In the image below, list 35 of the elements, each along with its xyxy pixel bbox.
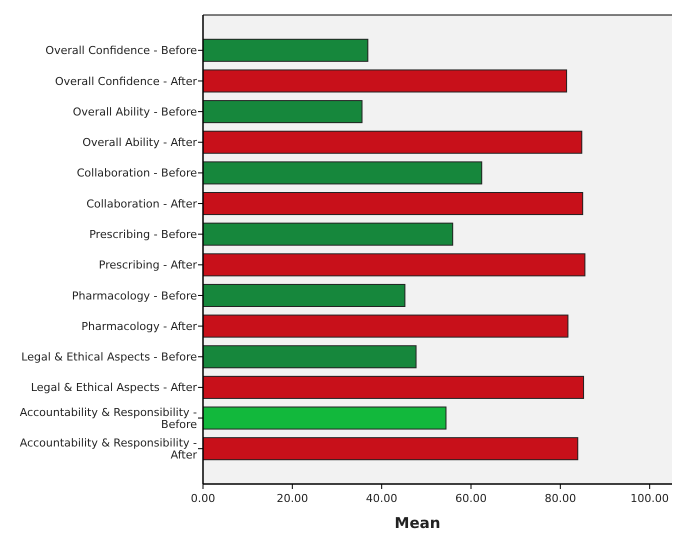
bar <box>202 222 454 246</box>
bar <box>202 437 578 460</box>
bar <box>202 345 417 368</box>
bar <box>202 314 568 338</box>
y-tick-label: Pharmacology - After <box>81 320 198 333</box>
y-tick-label: Pharmacology - Before <box>72 289 198 302</box>
x-tick-label: 80.00 <box>544 492 576 505</box>
y-tick-label: Accountability & Responsibility - Before <box>20 406 198 431</box>
y-tick-label: Collaboration - After <box>86 197 198 210</box>
bar <box>202 284 406 307</box>
y-tick-label: Overall Ability - After <box>82 136 198 150</box>
x-tick-label: 20.00 <box>276 492 308 505</box>
bar <box>202 192 584 216</box>
x-tick-label: 100.00 <box>630 492 669 505</box>
x-tick-label: 0.00 <box>190 492 216 505</box>
bar <box>202 253 586 276</box>
bar <box>202 376 584 399</box>
bar <box>202 161 482 184</box>
y-tick-label: Legal & Ethical Aspects - After <box>30 381 198 394</box>
y-tick-label: Accountability & Responsibility - After <box>20 436 198 462</box>
y-tick-label: Overall Confidence - Before <box>45 44 198 58</box>
x-tick-label: 60.00 <box>455 492 487 505</box>
bar <box>202 406 446 430</box>
bar <box>202 100 363 124</box>
x-axis-title: Mean <box>394 514 440 532</box>
bar <box>202 130 582 154</box>
x-tick-label: 40.00 <box>366 492 398 505</box>
y-tick-label: Prescribing - After <box>98 258 198 272</box>
y-tick-label: Prescribing - Before <box>89 228 198 242</box>
y-tick-label: Overall Confidence - After <box>54 74 198 88</box>
bar <box>202 69 568 92</box>
y-tick-label: Collaboration - Before <box>76 166 198 180</box>
bar <box>202 38 368 62</box>
y-tick-label: Legal & Ethical Aspects - Before <box>21 350 198 364</box>
y-tick-label: Overall Ability - Before <box>72 105 198 118</box>
